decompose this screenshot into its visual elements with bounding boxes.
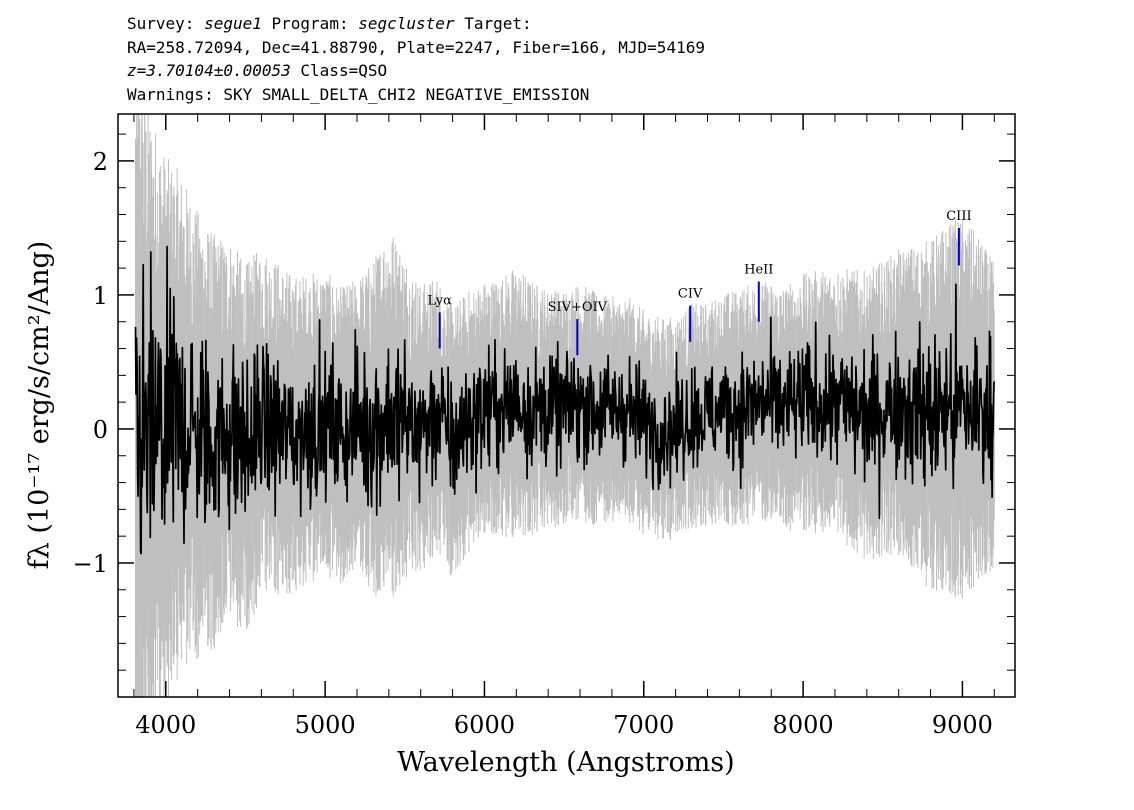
x-tick-label: 8000 [773,711,834,739]
line-label-ly: Lyα [427,293,452,308]
line-label-civ: CIV [678,287,703,302]
redshift-row: z=3.70104±0.00053 Class=QSO [127,59,705,83]
program-value: segcluster [358,14,455,33]
x-axis-label: Wavelength (Angstroms) [397,747,734,778]
survey-label: Survey: [127,14,195,33]
redshift-value: z=3.70104±0.00053 [127,61,291,80]
x-tick-label: 6000 [454,711,515,739]
x-tick-label: 5000 [295,711,356,739]
spectrum-header: Survey: segue1 Program: segcluster Targe… [127,12,705,106]
y-tick-label: 1 [93,282,108,310]
axis-ticks: 4000 5000 6000 7000 8000 9000 −1 0 1 2 [73,114,1015,739]
y-tick-label: −1 [73,550,108,578]
survey-value: segue1 [204,14,262,33]
plot-frame [117,113,1016,698]
y-tick-label: 2 [93,148,108,176]
flux-line [134,245,995,555]
flux-series [134,245,995,555]
line-label-heii: HeII [744,263,773,278]
target-label: Target: [464,14,532,33]
y-tick-label: 0 [93,416,108,444]
class-value: Class=QSO [300,61,388,80]
y-axis-label: fλ (10⁻¹⁷ erg/s/cm²/Ang) [24,241,55,570]
x-tick-label: 4000 [135,711,196,739]
coords-row: RA=258.72094, Dec=41.88790, Plate=2247, … [127,37,705,57]
line-label-ciii: CIII [946,209,971,224]
warnings-row: Warnings: SKY SMALL_DELTA_CHI2 NEGATIVE_… [127,84,590,104]
x-tick-label: 9000 [932,711,993,739]
program-label: Program: [271,14,349,33]
survey-row: Survey: segue1 Program: segcluster Targe… [127,12,705,36]
x-tick-label: 7000 [613,711,674,739]
emission-line-markers: Lyα SIV+OIV CIV HeII CIII [427,209,972,356]
line-label-sivoiv: SIV+OIV [548,300,608,315]
